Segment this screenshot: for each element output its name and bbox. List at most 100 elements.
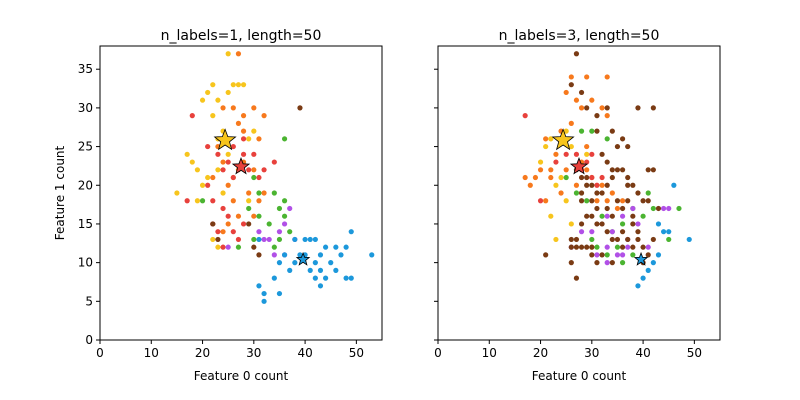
orange-point-10 <box>568 120 574 126</box>
blue-point-15 <box>292 260 298 266</box>
red-point-7 <box>594 182 600 188</box>
red-centroid-star <box>569 157 589 175</box>
blue-point-28 <box>276 290 283 297</box>
brown-point-50 <box>573 236 580 243</box>
red-point-24 <box>230 143 236 150</box>
blue-point-1 <box>292 236 298 243</box>
purple-point-4 <box>609 229 615 235</box>
purple-point-7 <box>614 252 621 258</box>
brown-point-1 <box>568 82 574 88</box>
green-point-15 <box>589 236 595 243</box>
brown-point-16 <box>594 190 600 196</box>
purple-point-7 <box>225 244 231 250</box>
orange-point-12 <box>220 159 226 165</box>
y-axis-label: Feature 1 count <box>53 145 67 240</box>
green-point-19 <box>666 236 672 243</box>
y-tick-label-35: 35 <box>78 62 93 76</box>
green-point-1 <box>251 174 257 181</box>
red-point-9 <box>589 151 595 157</box>
x-axis-label-left: Feature 0 count <box>194 369 289 383</box>
green-point-6 <box>256 213 262 219</box>
brown-point-66 <box>614 198 621 204</box>
orange-point-2 <box>230 105 236 111</box>
brown-point-25 <box>640 198 646 204</box>
red-point-13 <box>210 198 216 204</box>
yellow-point-6 <box>225 89 231 96</box>
x-tick-label-right-20: 20 <box>533 346 548 360</box>
axes-frame-right <box>437 45 721 341</box>
brown-point-0 <box>297 105 303 111</box>
purple-point-13 <box>619 252 626 258</box>
orange-point-24 <box>220 229 226 235</box>
orange-point-23 <box>599 182 605 188</box>
purple-point-12 <box>594 252 600 258</box>
red-point-22 <box>240 136 247 142</box>
green-point-10 <box>640 213 646 219</box>
y-tick-label-25: 25 <box>78 140 93 154</box>
brown-point-56 <box>589 252 595 258</box>
blue-centroid-star <box>633 251 649 266</box>
brown-point-9 <box>609 128 615 134</box>
yellow-point-0 <box>548 136 554 142</box>
x-axis-label-right: Feature 0 count <box>532 369 627 383</box>
red-point-8 <box>251 151 257 157</box>
brown-point-75 <box>599 151 605 157</box>
orange-point-5 <box>589 97 595 103</box>
red-point-4 <box>225 159 231 165</box>
orange-point-5 <box>261 113 267 119</box>
x-tick-label-right-30: 30 <box>584 346 599 360</box>
brown-point-3 <box>256 252 262 258</box>
orange-point-19 <box>558 190 564 196</box>
purple-point-8 <box>604 244 610 250</box>
yellow-point-8 <box>240 82 247 88</box>
brown-point-68 <box>625 198 631 204</box>
orange-point-6 <box>256 136 262 142</box>
chart-title-left: n_labels=1, length=50 <box>161 28 322 44</box>
orange-point-15 <box>522 174 528 181</box>
brown-point-39 <box>619 229 626 235</box>
brown-point-3 <box>584 105 590 111</box>
orange-point-27 <box>619 198 626 204</box>
blue-point-8 <box>343 244 349 250</box>
orange-point-25 <box>604 198 610 204</box>
brown-point-37 <box>609 236 615 243</box>
green-point-11 <box>650 205 656 212</box>
green-point-14 <box>199 198 206 204</box>
green-point-6 <box>599 213 605 219</box>
orange-point-11 <box>210 174 216 181</box>
brown-point-40 <box>625 236 631 243</box>
brown-point-34 <box>594 205 600 212</box>
orange-point-4 <box>573 97 580 103</box>
green-point-8 <box>276 205 283 212</box>
brown-point-70 <box>635 236 641 243</box>
blue-point-11 <box>328 260 334 266</box>
brown-point-30 <box>625 182 631 188</box>
x-tick-label-left-0: 0 <box>96 346 104 360</box>
red-point-17 <box>235 236 242 243</box>
blue-point-10 <box>338 252 344 258</box>
red-point-0 <box>189 113 195 119</box>
blue-point-12 <box>317 252 324 258</box>
blue-centroid-star <box>295 251 311 266</box>
brown-point-69 <box>630 213 636 219</box>
red-point-20 <box>220 244 226 250</box>
yellow-point-15 <box>199 182 206 188</box>
brown-point-43 <box>640 244 646 250</box>
yellow-point-16 <box>205 174 211 181</box>
yellow-point-14 <box>194 167 201 173</box>
green-point-13 <box>614 244 621 250</box>
yellow-point-1 <box>563 128 569 134</box>
green-point-4 <box>281 198 288 204</box>
blue-point-17 <box>276 260 283 266</box>
brown-point-1 <box>215 236 221 243</box>
brown-point-48 <box>589 213 595 219</box>
orange-point-32 <box>573 182 580 188</box>
red-point-11 <box>271 159 277 165</box>
blue-point-31 <box>261 298 267 304</box>
orange-point-15 <box>251 167 257 173</box>
brown-point-27 <box>645 167 651 173</box>
y-tick-label-10: 10 <box>78 256 93 270</box>
red-point-5 <box>584 159 590 165</box>
brown-point-26 <box>645 198 651 204</box>
